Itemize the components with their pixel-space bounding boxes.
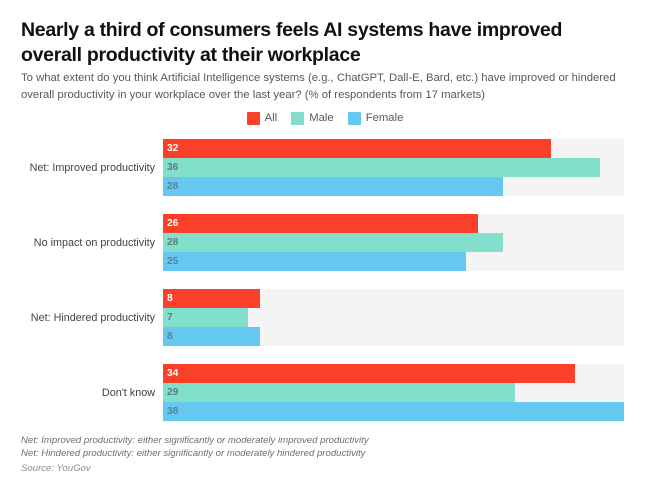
footnote-line-2: Net: Hindered productivity: either signi…	[21, 448, 366, 459]
bar-group: Net: Hindered productivity 8 7 8	[0, 289, 650, 346]
bar-value-label: 32	[167, 143, 179, 154]
category-label: Don't know	[101, 386, 155, 399]
bar-group: No impact on productivity 26 28 25	[0, 214, 650, 271]
bar-value-label: 7	[167, 312, 173, 323]
bar-group-bars: 34 29 38	[163, 364, 624, 421]
legend-label: Male	[309, 112, 334, 124]
footnote-line-1: Net: Improved productivity: either signi…	[21, 435, 369, 446]
bar-male[interactable]	[163, 233, 503, 252]
legend-label: Female	[365, 112, 404, 124]
bar-value-label: 38	[167, 406, 179, 417]
bar-all[interactable]	[163, 289, 261, 308]
bar-value-label: 34	[167, 368, 179, 379]
legend-item-female[interactable]: Female	[347, 112, 404, 125]
legend-label: All	[264, 112, 278, 124]
bar-group: Don't know 34 29 38	[0, 364, 650, 421]
page-title: Nearly a third of consumers feels AI sys…	[21, 19, 563, 66]
bar-female[interactable]	[163, 327, 261, 346]
chart-plot-area: Net: Improved productivity 32 36 28 No impac…	[0, 133, 650, 423]
bar-group: Net: Improved productivity 32 36 28	[0, 139, 650, 196]
legend-swatch-icon	[291, 112, 305, 125]
bar-male[interactable]	[163, 383, 515, 402]
chart-footnotes: Net: Improved productivity: either signi…	[21, 434, 621, 460]
bar-female[interactable]	[163, 252, 467, 271]
source-note: Source: YouGov	[21, 463, 91, 474]
bar-value-label: 26	[167, 218, 179, 229]
legend-swatch-icon	[347, 112, 361, 125]
bar-female[interactable]	[163, 402, 624, 421]
chart-subtitle: To what extent do you think Artificial I…	[21, 72, 616, 101]
bar-value-label: 8	[167, 331, 173, 342]
category-label: Net: Hindered productivity	[30, 311, 155, 324]
bar-all[interactable]	[163, 214, 479, 233]
legend-swatch-icon	[246, 112, 260, 125]
bar-group-bars: 32 36 28	[163, 139, 624, 196]
bar-group-bars: 8 7 8	[163, 289, 624, 346]
bar-value-label: 28	[167, 181, 179, 192]
chart-legend: All Male Female	[0, 112, 650, 125]
bar-all[interactable]	[163, 139, 552, 158]
bar-value-label: 25	[167, 256, 179, 267]
bar-female[interactable]	[163, 177, 503, 196]
legend-item-male[interactable]: Male	[291, 112, 334, 125]
bar-male[interactable]	[163, 158, 600, 177]
bar-value-label: 36	[167, 162, 179, 173]
bar-all[interactable]	[163, 364, 576, 383]
category-label: No impact on productivity	[33, 236, 155, 249]
bar-male[interactable]	[163, 308, 248, 327]
bar-value-label: 29	[167, 387, 179, 398]
bar-group-bars: 26 28 25	[163, 214, 624, 271]
category-label: Net: Improved productivity	[29, 161, 155, 174]
bar-value-label: 28	[167, 237, 179, 248]
bar-value-label: 8	[167, 293, 173, 304]
legend-item-all[interactable]: All	[246, 112, 278, 125]
